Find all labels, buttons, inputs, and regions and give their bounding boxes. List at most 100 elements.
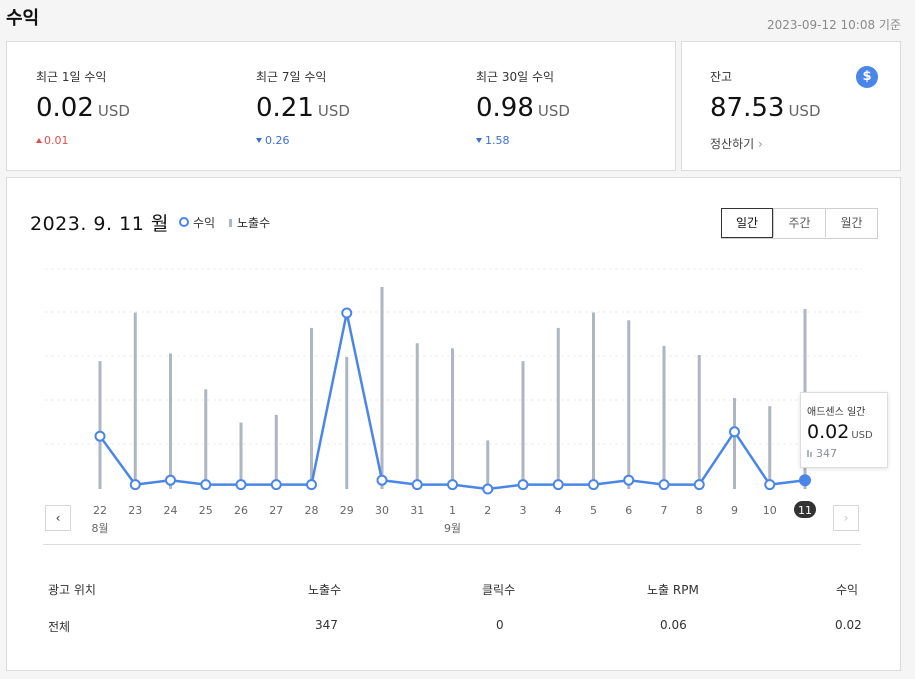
dollar-icon: $: [856, 66, 878, 88]
impressions-bar: [662, 345, 666, 489]
triangle-up-icon: [36, 138, 42, 143]
divider: [43, 544, 861, 545]
x-tick-label: 31: [410, 504, 424, 517]
stat-amount: 0.98: [476, 93, 534, 123]
x-tick-label: 4: [555, 504, 562, 517]
tooltip-unit: USD: [851, 430, 873, 441]
x-tick-label: 7: [661, 504, 668, 517]
chevron-left-icon: ‹: [55, 511, 61, 525]
revenue-point: [411, 479, 423, 491]
impressions-bar: [133, 312, 137, 489]
x-tick-label: 8: [696, 504, 703, 517]
revenue-point: [165, 474, 176, 486]
period-weekly-button[interactable]: 주간: [773, 209, 825, 237]
x-tick-label: 3: [520, 504, 527, 517]
triangle-down-icon: [476, 138, 482, 143]
impressions-bar: [486, 440, 490, 489]
x-tick-label: 23: [128, 504, 142, 517]
selected-date-badge: [794, 501, 816, 518]
bar-marker-icon: [807, 450, 809, 457]
revenue-point: [799, 474, 811, 487]
balance-value: 87.53 USD: [710, 94, 821, 125]
legend-revenue-label: 수익: [193, 216, 216, 230]
stat-change-value: 0.26: [265, 134, 290, 147]
impressions-bar: [169, 353, 172, 489]
x-tick-label: 24: [164, 504, 178, 517]
chart-prev-button[interactable]: ‹: [45, 505, 71, 531]
impressions-bar: [592, 312, 595, 489]
stat-change: 0.26: [256, 134, 350, 147]
stat-unit: USD: [97, 102, 130, 120]
impressions-bar: [768, 406, 772, 489]
revenue-point: [270, 479, 282, 491]
x-tick-label: 29: [340, 504, 354, 517]
x-tick-label: 5: [590, 504, 597, 517]
tooltip-title: 애드센스 일간: [807, 407, 866, 418]
impressions-bar: [556, 327, 560, 489]
revenue-point: [658, 479, 670, 491]
tooltip-value: 0.02 USD: [807, 421, 873, 443]
stat-value: 0.02 USD: [36, 94, 130, 125]
chart-next-button[interactable]: ›: [833, 505, 859, 531]
period-daily-button[interactable]: 일간: [721, 208, 773, 238]
circle-marker-icon: [179, 217, 189, 227]
revenue-point: [729, 426, 740, 438]
table-header-cell: 수익: [836, 583, 859, 597]
table-header-cell: 노출 RPM: [647, 583, 699, 597]
bar-marker-icon: [229, 219, 232, 227]
table-cell: 0: [496, 618, 504, 632]
revenue-point: [447, 479, 458, 491]
settle-label: 정산하기: [710, 137, 755, 151]
revenue-point: [552, 479, 564, 491]
stat-1day: 최근 1일 수익 0.02 USD 0.01: [36, 68, 130, 147]
table-cell: 0.02: [835, 618, 862, 632]
table-header-cell: 광고 위치: [48, 583, 96, 597]
impressions-bar: [521, 361, 525, 489]
stat-change: 1.58: [476, 134, 570, 147]
revenue-point: [306, 479, 317, 491]
x-tick-label: 30: [375, 504, 389, 517]
period-monthly-button[interactable]: 월간: [825, 209, 877, 237]
impressions-bar: [697, 355, 701, 489]
legend-impressions: 노출수: [229, 214, 270, 231]
revenue-point: [235, 479, 247, 491]
revenue-point: [623, 474, 635, 486]
x-tick-label: 1: [449, 504, 456, 517]
stat-change-value: 0.01: [44, 134, 69, 147]
chart-tooltip: 애드센스 일간 0.02 USD 347: [800, 392, 888, 468]
legend-revenue: 수익: [179, 214, 215, 231]
table-header-cell: 노출수: [308, 583, 342, 597]
impressions-bar: [733, 397, 736, 489]
table-cell: 0.06: [660, 618, 687, 632]
stat-label: 최근 1일 수익: [36, 70, 107, 84]
tooltip-impressions: 347: [807, 447, 837, 460]
impressions-bar: [627, 320, 631, 489]
last-updated-timestamp: 2023-09-12 10:08 기준: [766, 18, 901, 32]
revenue-point: [129, 479, 141, 491]
stat-7day: 최근 7일 수익 0.21 USD 0.26: [256, 68, 350, 147]
balance-block: 잔고 87.53 USD 정산하기 ›: [710, 68, 821, 152]
chevron-right-icon: ›: [758, 137, 763, 151]
stat-change: 0.01: [36, 134, 130, 147]
x-tick-label: 9: [731, 504, 738, 517]
bar-marker-icon: [810, 452, 812, 457]
x-tick-label: 6: [625, 504, 632, 517]
legend-impressions-label: 노출수: [237, 216, 271, 230]
stat-unit: USD: [317, 102, 350, 120]
impressions-bar: [345, 357, 349, 489]
x-tick-label: 26: [234, 504, 248, 517]
stat-value: 0.21 USD: [256, 94, 350, 125]
x-tick-label: 11: [798, 504, 812, 517]
impressions-bar: [98, 361, 102, 489]
stat-amount: 0.21: [256, 93, 314, 123]
chevron-right-icon: ›: [843, 511, 849, 525]
month-label: 9월: [444, 522, 461, 535]
revenue-point: [200, 479, 212, 491]
settle-link[interactable]: 정산하기 ›: [710, 135, 821, 152]
revenue-point: [376, 474, 388, 486]
stat-amount: 0.02: [36, 93, 94, 123]
x-tick-label: 10: [763, 504, 777, 517]
impressions-bar: [204, 389, 208, 489]
impressions-bar: [239, 422, 243, 489]
